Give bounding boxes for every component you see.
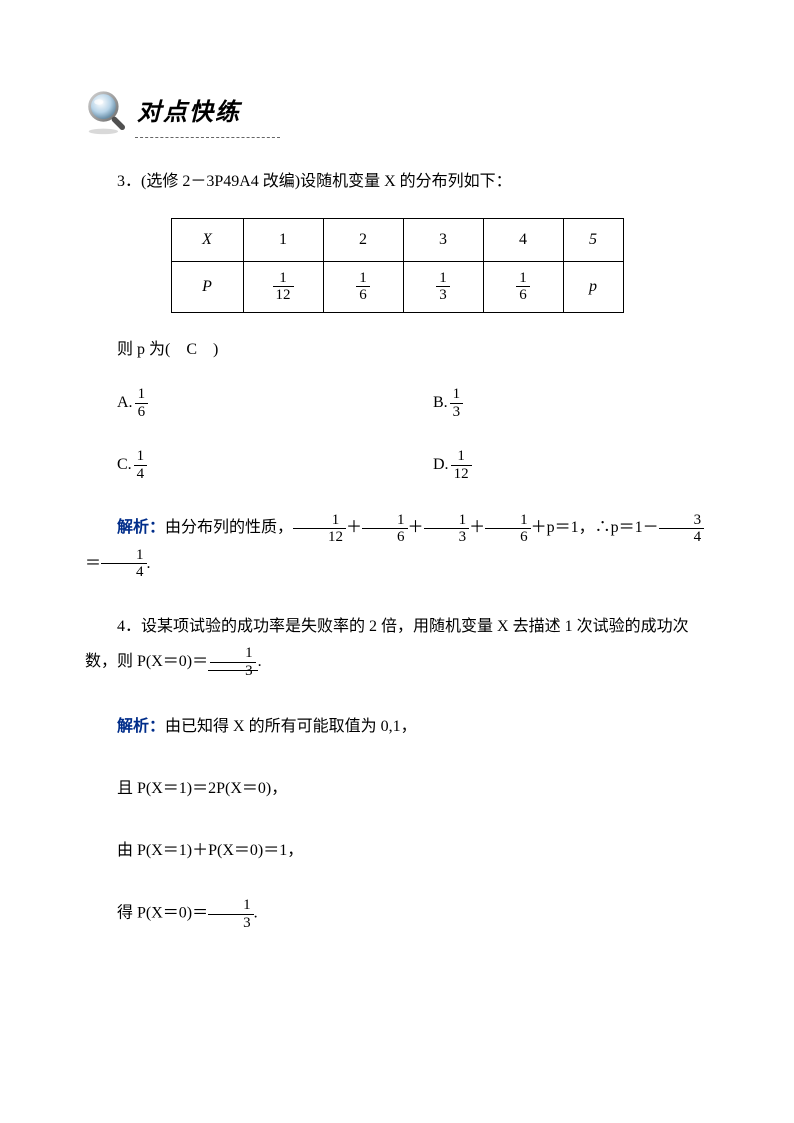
p-val: 112 — [243, 261, 323, 312]
q3-intro: 3．(选修 2－3P49A4 改编)设随机变量 X 的分布列如下： — [85, 166, 709, 198]
q4-number: 4． — [117, 618, 141, 635]
table-row: X 1 2 3 4 5 — [171, 219, 623, 262]
options-grid: A. 16 B. 13 C. 14 D. 112 — [117, 386, 709, 482]
p-last: p — [563, 261, 623, 312]
x-val: 2 — [323, 219, 403, 262]
option-d: D. 112 — [433, 448, 709, 482]
q3-analysis: 解析：由分布列的性质，112＋16＋13＋16＋p＝1，∴p＝1－34＝14. — [85, 510, 709, 581]
analysis-text: 由分布列的性质， — [165, 519, 293, 536]
title-underline — [135, 137, 280, 138]
q3-intro-text: (选修 2－3P49A4 改编)设随机变量 X 的分布列如下： — [141, 173, 512, 190]
magnifier-icon — [85, 90, 131, 136]
question-4: 4．设某项试验的成功率是失败率的 2 倍，用随机变量 X 去描述 1 次试验的成… — [85, 609, 709, 932]
option-a: A. 16 — [117, 386, 393, 420]
q4-line3: 由 P(X＝1)＋P(X＝0)＝1， — [117, 842, 303, 859]
analysis-label: 解析： — [117, 718, 165, 735]
analysis-label: 解析： — [117, 519, 165, 536]
x-label: X — [171, 219, 243, 262]
x-val: 5 — [563, 219, 623, 262]
x-val: 1 — [243, 219, 323, 262]
opt-a-label: A. — [117, 390, 133, 416]
x-val: 4 — [483, 219, 563, 262]
q4-line1: 由已知得 X 的所有可能取值为 0,1， — [165, 718, 417, 735]
opt-d-label: D. — [433, 452, 449, 478]
p-val: 16 — [483, 261, 563, 312]
distribution-table: X 1 2 3 4 5 P 112 16 13 16 p — [171, 218, 624, 313]
option-c: C. 14 — [117, 448, 393, 482]
q4-analysis-4: 得 P(X＝0)＝13. — [85, 897, 709, 931]
q4-intro: 4．设某项试验的成功率是失败率的 2 倍，用随机变量 X 去描述 1 次试验的成… — [85, 609, 709, 680]
section-title: 对点快练 — [137, 94, 241, 132]
p-val: 13 — [403, 261, 483, 312]
table-row: P 112 16 13 16 p — [171, 261, 623, 312]
q4-intro-text: 设某项试验的成功率是失败率的 2 倍，用随机变量 X 去描述 1 次试验的成功次… — [85, 618, 689, 670]
q4-analysis-2: 且 P(X＝1)＝2P(X＝0)， — [85, 773, 709, 805]
analysis-mid: ＋p＝1，∴p＝1－ — [531, 519, 659, 536]
q3-answer-prefix: 则 p 为( C ) — [85, 337, 709, 363]
section-header: 对点快练 — [85, 90, 709, 136]
analysis-eq: ＝ — [85, 555, 101, 572]
q3-number: 3． — [117, 173, 141, 190]
opt-b-label: B. — [433, 390, 448, 416]
p-val: 16 — [323, 261, 403, 312]
answer-prefix-text: 则 p 为( C ) — [117, 341, 218, 358]
opt-c-label: C. — [117, 452, 132, 478]
q4-line2: 且 P(X＝1)＝2P(X＝0)， — [117, 780, 287, 797]
q4-line4a: 得 P(X＝0)＝ — [117, 905, 208, 922]
q4-end: . — [258, 653, 262, 670]
analysis-end: . — [147, 555, 151, 572]
x-val: 3 — [403, 219, 483, 262]
option-b: B. 13 — [433, 386, 709, 420]
p-label: P — [171, 261, 243, 312]
q4-line4end: . — [254, 905, 258, 922]
q4-analysis-1: 解析：由已知得 X 的所有可能取值为 0,1， — [85, 711, 709, 743]
q4-analysis-3: 由 P(X＝1)＋P(X＝0)＝1， — [85, 835, 709, 867]
question-3: 3．(选修 2－3P49A4 改编)设随机变量 X 的分布列如下： X 1 2 … — [85, 166, 709, 581]
